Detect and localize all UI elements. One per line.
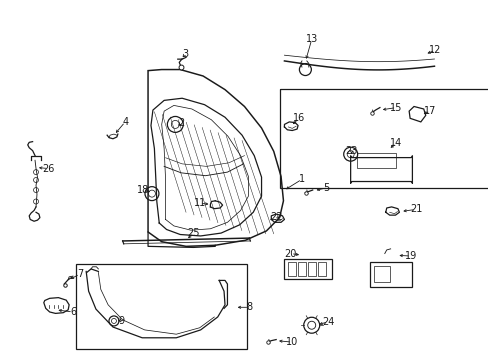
Text: 7: 7	[77, 269, 83, 279]
Text: 13: 13	[305, 35, 317, 44]
Bar	[298, 262, 305, 276]
Text: 26: 26	[42, 163, 55, 174]
Text: 1: 1	[298, 174, 305, 184]
Text: 12: 12	[428, 45, 441, 55]
Text: 20: 20	[284, 248, 296, 258]
Text: 21: 21	[409, 204, 421, 215]
Text: 17: 17	[424, 106, 436, 116]
Text: 15: 15	[389, 103, 402, 113]
Bar	[308, 262, 316, 276]
Text: 8: 8	[246, 302, 252, 312]
Bar	[318, 262, 325, 276]
Text: 24: 24	[322, 317, 334, 327]
Text: 6: 6	[70, 307, 76, 317]
Text: 9: 9	[119, 316, 124, 325]
Text: 5: 5	[323, 183, 329, 193]
Text: 23: 23	[345, 145, 357, 156]
Text: 4: 4	[122, 117, 128, 127]
Text: 19: 19	[404, 251, 416, 261]
Text: 3: 3	[182, 49, 188, 59]
Bar	[356, 153, 396, 168]
Text: 2: 2	[178, 118, 184, 128]
Text: 11: 11	[193, 198, 205, 208]
Text: 18: 18	[137, 185, 149, 195]
Bar	[373, 266, 389, 282]
Bar	[76, 264, 246, 349]
Text: 10: 10	[285, 337, 298, 347]
Text: 14: 14	[389, 139, 402, 148]
Bar	[284, 259, 331, 279]
Text: 16: 16	[292, 113, 305, 123]
Bar	[288, 262, 296, 276]
Text: 25: 25	[187, 228, 199, 238]
Text: 22: 22	[269, 212, 282, 221]
Bar	[279, 89, 488, 188]
Bar	[369, 262, 411, 287]
